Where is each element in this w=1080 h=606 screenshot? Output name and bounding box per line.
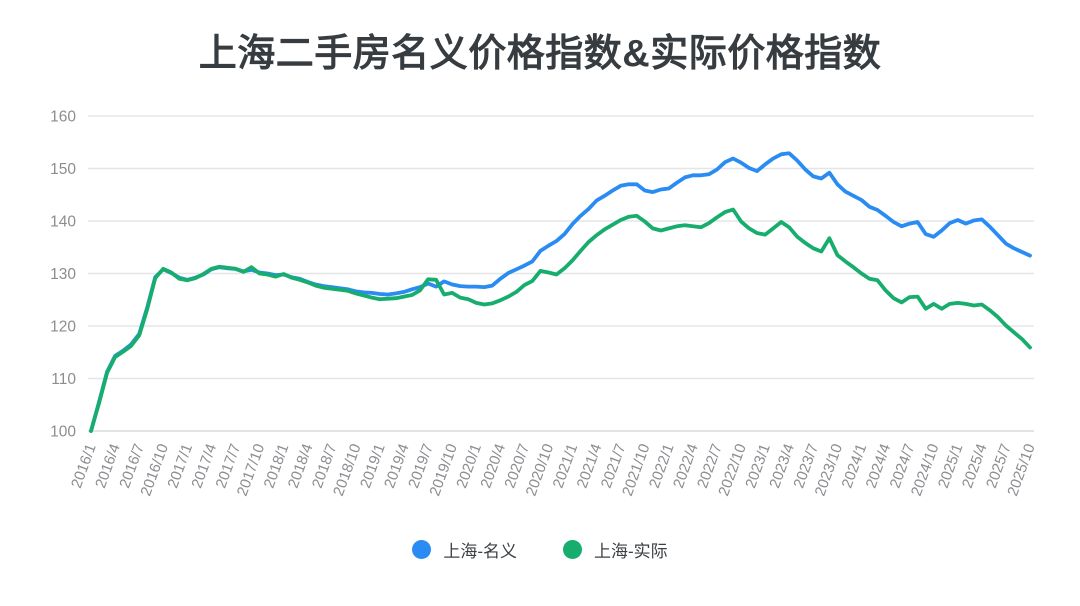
legend-label-real: 上海-实际: [594, 541, 668, 561]
legend-dot-nominal-icon: [412, 539, 432, 559]
legend-dot-real-icon: [563, 539, 582, 559]
y-tick-label: 160: [50, 109, 76, 126]
y-tick-label: 130: [50, 266, 76, 283]
legend: 上海-名义 上海-实际: [0, 536, 1080, 562]
y-tick-label: 120: [50, 319, 76, 336]
legend-item-nominal[interactable]: 上海-名义: [412, 537, 517, 562]
y-tick-label: 150: [50, 161, 76, 178]
y-tick-label: 110: [51, 371, 76, 388]
series-line-real: [89, 207, 1032, 433]
y-tick-label: 140: [50, 214, 76, 231]
legend-item-real[interactable]: 上海-实际: [563, 537, 668, 562]
legend-label-nominal: 上海-名义: [443, 541, 517, 561]
chart-title: 上海二手房名义价格指数&实际价格指数: [198, 33, 882, 75]
y-tick-label: 100: [50, 424, 76, 441]
